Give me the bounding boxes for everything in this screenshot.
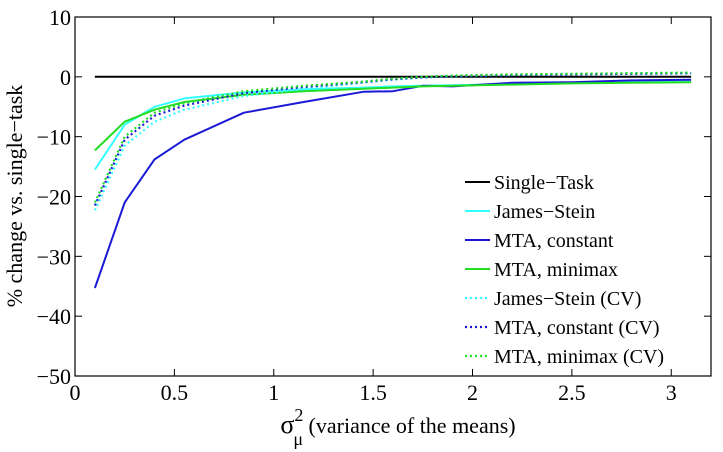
y-tick-label: −50	[37, 364, 71, 389]
x-axis-label-subscript: μ	[293, 429, 303, 449]
x-tick-label: 0.5	[161, 380, 189, 405]
series-line-mta-constant	[93, 78, 692, 289]
series-line-mta-minimax-cv	[93, 71, 692, 203]
x-tick-label: 3	[666, 380, 677, 405]
series-line-james-stein	[94, 80, 692, 171]
y-axis-label: % change vs. single−task	[2, 85, 27, 308]
series-line-mta-minimax	[94, 81, 692, 152]
y-tick-label: −40	[37, 304, 71, 329]
y-tick-label: 0	[60, 65, 71, 90]
x-axis-label-symbol: σ	[280, 410, 294, 439]
x-tick-label: 0	[70, 380, 81, 405]
legend: Single−Task James−Stein MTA, constant MTA, …	[465, 172, 664, 368]
x-axis-label: σ2 μ (variance of the means)	[280, 405, 515, 449]
legend-label: James−Stein (CV)	[494, 288, 641, 310]
x-tick-label: 1.5	[359, 380, 387, 405]
legend-label: James−Stein	[494, 201, 595, 223]
plot-lines	[93, 71, 692, 289]
legend-label: MTA, constant	[494, 230, 614, 252]
y-tick-label: −10	[37, 125, 71, 150]
axis-tick-labels: 0 0.5 1 1.5 2 2.5 3 −50 −40 −30 −20 −10 0 10	[37, 5, 677, 405]
x-axis-label-suffix: (variance of the means)	[303, 413, 516, 438]
legend-label: MTA, minimax (CV)	[494, 346, 664, 368]
series-line-james-stein-cv	[93, 72, 692, 211]
axis-ticks	[74, 16, 711, 377]
x-tick-label: 1	[268, 380, 279, 405]
legend-label: MTA, constant (CV)	[494, 317, 660, 339]
x-tick-label: 2.5	[558, 380, 586, 405]
x-axis-label-superscript: 2	[294, 405, 303, 425]
legend-label: MTA, minimax	[494, 259, 618, 281]
y-tick-label: −30	[37, 244, 71, 269]
x-tick-label: 2	[467, 380, 478, 405]
y-tick-label: −20	[37, 185, 71, 210]
y-tick-label: 10	[49, 5, 71, 30]
legend-label: Single−Task	[494, 172, 594, 194]
